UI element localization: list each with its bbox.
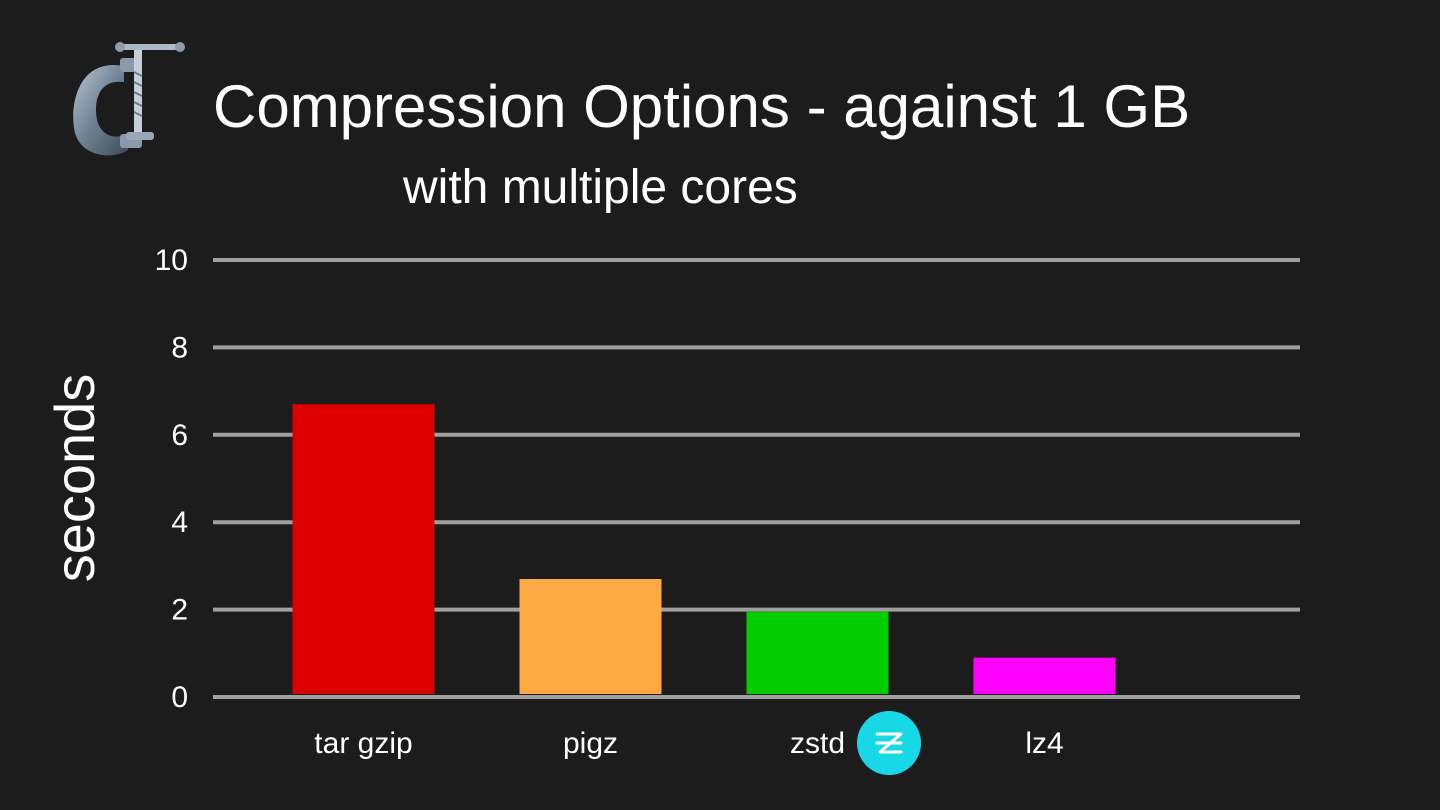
y-tick-label: 4 [171, 506, 188, 539]
chart-title: Compression Options - against 1 GB [213, 73, 1191, 140]
x-tick-label: lz4 [1025, 727, 1063, 760]
y-tick-label: 8 [171, 331, 188, 364]
y-tick-label: 0 [171, 681, 188, 714]
y-tick-label: 6 [171, 419, 188, 452]
x-tick-label: tar gzip [314, 727, 412, 760]
zstd-logo-icon [857, 711, 921, 775]
bar-lz4 [973, 657, 1116, 694]
y-tick-label: 2 [171, 594, 188, 627]
clamp-icon [73, 42, 185, 156]
y-tick-label: 10 [155, 244, 188, 277]
x-tick-label: pigz [563, 727, 618, 760]
chart-subtitle: with multiple cores [403, 161, 798, 214]
bar-pigz [519, 579, 662, 694]
bar-zstd [746, 611, 889, 694]
bar-tar-gzip [292, 404, 435, 694]
x-tick-label: zstd [790, 727, 845, 760]
